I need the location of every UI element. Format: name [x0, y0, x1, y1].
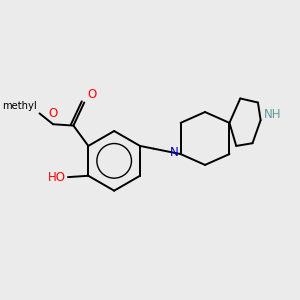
Text: NH: NH — [264, 108, 281, 121]
Text: O: O — [48, 107, 58, 120]
Text: HO: HO — [48, 171, 66, 184]
Text: N: N — [170, 146, 178, 159]
Text: O: O — [87, 88, 96, 101]
Text: methyl: methyl — [2, 101, 37, 111]
